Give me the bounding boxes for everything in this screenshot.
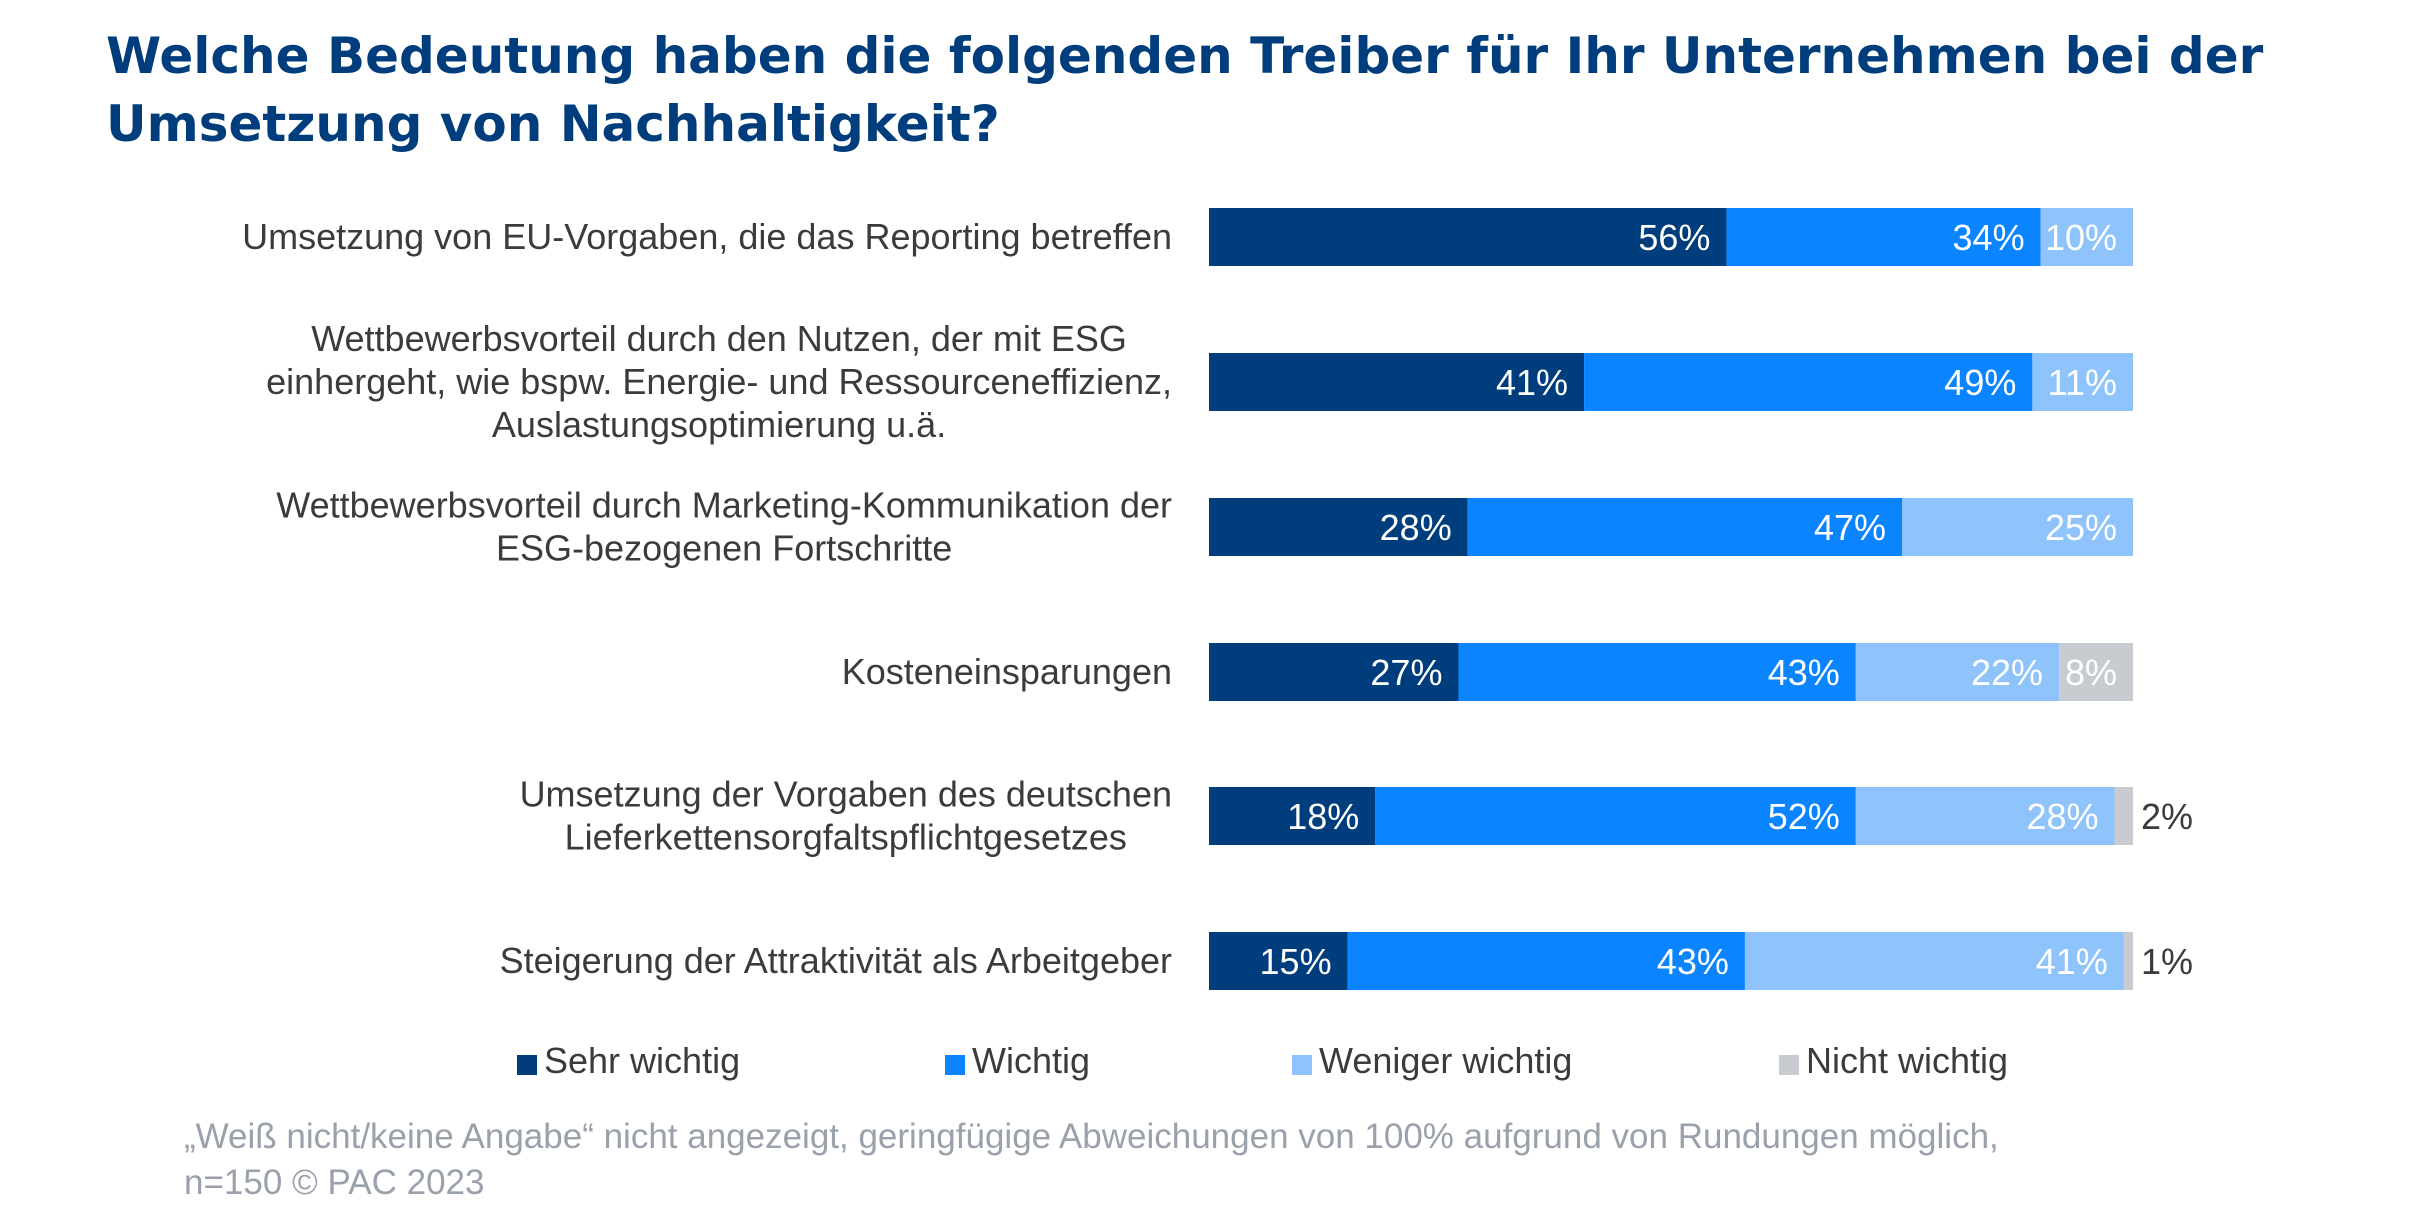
data-label: 22%	[1971, 652, 2043, 693]
data-label: 41%	[2036, 941, 2108, 982]
bar-segment	[1855, 643, 2060, 701]
bar-segment	[2032, 353, 2133, 411]
legend: Sehr wichtig Wichtig Weniger wichtig Nicht …	[517, 1040, 2008, 1081]
data-label: 2%	[2141, 796, 2193, 837]
data-label: 1%	[2141, 941, 2193, 982]
category-label: Wettbewerbsvorteil durch Marketing-Kommu…	[276, 485, 1172, 569]
data-label: 8%	[2065, 652, 2117, 693]
bar-segment	[1209, 643, 1459, 701]
bar-segment	[2114, 787, 2133, 845]
bar-segment	[1467, 498, 1902, 556]
chart-title: Welche Bedeutung haben die folgenden Tre…	[106, 27, 2264, 153]
legend-swatch	[945, 1055, 965, 1075]
bar-segment	[1458, 643, 1856, 701]
category-label: Steigerung der Attraktivität als Arbeitg…	[500, 940, 1172, 981]
data-label: 49%	[1944, 362, 2016, 403]
data-label: 56%	[1638, 217, 1710, 258]
data-label: 28%	[2026, 796, 2098, 837]
data-label: 47%	[1814, 507, 1886, 548]
bar-segment	[1209, 498, 1468, 556]
bar-segment	[1209, 932, 1348, 990]
data-label: 43%	[1657, 941, 1729, 982]
stacked-bar-chart: Umsetzung von EU-Vorgaben, die das Repor…	[242, 208, 2193, 1081]
bar-segment	[1584, 353, 2033, 411]
category-label: Kosteneinsparungen	[842, 651, 1172, 692]
bars: 56% 34% 10% 41% 49% 11% 28% 47% 25% 27% 43% 22% 8% 18…	[1209, 208, 2193, 990]
legend-label: Nicht wichtig	[1806, 1040, 2008, 1081]
bar-segment	[2059, 643, 2133, 701]
bar-segment	[1209, 787, 1376, 845]
data-label: 10%	[2045, 217, 2117, 258]
data-label: 11%	[2048, 362, 2117, 403]
data-label: 43%	[1768, 652, 1840, 693]
bar-segment	[1375, 787, 1856, 845]
data-label: 28%	[1380, 507, 1452, 548]
legend-label: Weniger wichtig	[1319, 1040, 1572, 1081]
category-label: Wettbewerbsvorteil durch den Nutzen, der…	[266, 318, 1172, 445]
bar-segment	[1347, 932, 1745, 990]
bar-segment	[1855, 787, 2115, 845]
bar-segment	[1209, 353, 1585, 411]
bar-segment	[2040, 208, 2133, 266]
data-label: 34%	[1953, 217, 2025, 258]
bar-segment	[1726, 208, 2041, 266]
data-label: 15%	[1260, 941, 1332, 982]
legend-swatch	[517, 1055, 537, 1075]
category-labels: Umsetzung von EU-Vorgaben, die das Repor…	[242, 216, 1172, 981]
legend-label: Wichtig	[972, 1040, 1090, 1081]
bar-segment	[1209, 208, 1727, 266]
data-label: 27%	[1370, 652, 1442, 693]
legend-swatch	[1292, 1055, 1312, 1075]
bar-segment	[1902, 498, 2133, 556]
category-label: Umsetzung der Vorgaben des deutschen Lief…	[520, 774, 1172, 858]
data-label: 52%	[1768, 796, 1840, 837]
footnote: „Weiß nicht/keine Angabe“ nicht angezeig…	[184, 1117, 1999, 1202]
bar-segment	[1744, 932, 2124, 990]
data-label: 18%	[1287, 796, 1359, 837]
data-label: 25%	[2045, 507, 2117, 548]
legend-swatch	[1779, 1055, 1799, 1075]
data-label: 41%	[1496, 362, 1568, 403]
bar-segment	[2123, 932, 2133, 990]
legend-label: Sehr wichtig	[544, 1040, 740, 1081]
category-label: Umsetzung von EU-Vorgaben, die das Repor…	[242, 216, 1172, 257]
